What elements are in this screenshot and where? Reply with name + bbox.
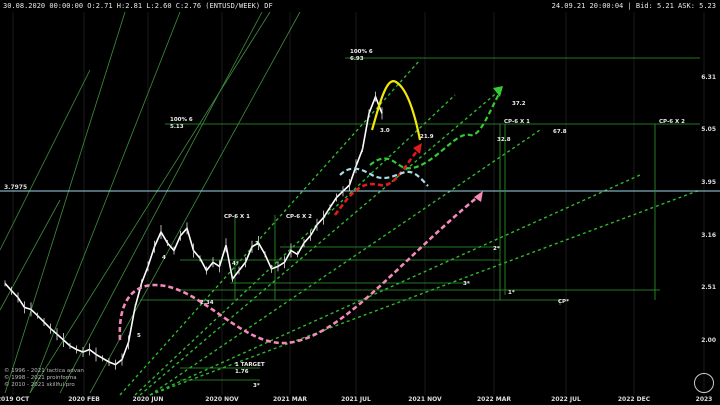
fan-line-7	[149, 129, 541, 396]
annotation-20-value: 1.76	[235, 369, 249, 375]
credit-line-2: © 1998 - 2021 proinforma	[4, 375, 77, 381]
annotation-3: CP-6 X 2	[286, 214, 312, 220]
y-tick-4: 2.51	[701, 284, 716, 291]
y-tick-3: 3.16	[701, 232, 716, 239]
x-tick-1: 2020 FEB	[68, 396, 100, 403]
annotation-17: 4*	[232, 261, 239, 267]
annotation-4: CP-6 X 1	[504, 119, 530, 125]
price-series	[4, 91, 383, 370]
annotation-15: 2.34	[200, 300, 214, 306]
annotation-12: 3*	[463, 281, 470, 287]
annotation-0: 100% 6	[350, 49, 373, 55]
x-tick-9: 2022 DEC	[618, 396, 651, 403]
fan-line-11	[0, 199, 61, 311]
annotation-0-value: 6.93	[350, 56, 364, 62]
x-tick-0: 2019 OCT	[0, 396, 30, 403]
x-tick-5: 2021 JUL	[341, 396, 371, 403]
x-tick-6: 2021 NOV	[408, 396, 442, 403]
fan-lines	[0, 11, 701, 396]
projection-curves	[118, 80, 503, 345]
projection-arrow-green	[493, 86, 503, 97]
price-line-label: 3.7975	[4, 184, 27, 191]
projection-arrow-pink	[474, 191, 483, 202]
projection-curve-0	[370, 80, 422, 141]
annotation-9: 21.9	[420, 134, 434, 140]
credits: © 1996 - 2021 tactica advan © 1998 - 202…	[4, 368, 84, 389]
fan-line-6	[139, 89, 501, 396]
annotation-2: CP-6 X 1	[224, 214, 250, 220]
annotation-11: 2*	[493, 246, 500, 252]
projection-arrow-red	[413, 143, 422, 154]
annotation-21: 3*	[253, 383, 260, 389]
annotation-16: 4	[162, 255, 166, 261]
y-tick-2: 3.95	[701, 179, 716, 186]
fan-line-4	[119, 59, 421, 396]
projection-curve-3	[339, 167, 429, 187]
projection-curve-1	[369, 91, 501, 170]
y-tick-5: 2.00	[701, 337, 716, 344]
credit-line-3: © 2010 - 2021 skillful pro	[4, 382, 75, 388]
annotation-10: 3.0	[380, 128, 390, 134]
annotation-5: CP-6 X 2	[659, 119, 685, 125]
fan-line-0	[4, 11, 126, 394]
x-tick-10: 2023	[696, 396, 713, 403]
chart-header-right: 24.09.21 20:00:04 | Bid: 5.21 ASK: 5.23	[551, 2, 716, 10]
fan-line-9	[149, 189, 701, 396]
annotation-8: 67.8	[553, 129, 567, 135]
fan-line-1	[29, 11, 181, 394]
fan-line-5	[134, 94, 456, 396]
grid	[12, 12, 705, 395]
projection-curve-2	[333, 149, 419, 216]
x-tick-7: 2022 MAR	[477, 396, 511, 403]
x-axis: 2019 OCT 2020 FEB 2020 JUN 2020 NOV 2021 MAR…	[0, 396, 712, 403]
chart-header-left: 30.08.2020 00:00:00 O:2.71 H:2.81 L:2.60…	[3, 2, 273, 10]
credit-line-1: © 1996 - 2021 tactica advan	[4, 368, 84, 374]
fan-line-10	[0, 69, 91, 251]
x-tick-2: 2020 JUN	[133, 396, 164, 403]
y-tick-0: 6.31	[701, 74, 716, 81]
brand-logo-icon	[694, 373, 714, 393]
annotation-14: CP*	[558, 299, 569, 305]
annotation-13: 1*	[508, 290, 515, 296]
annotation-6: 37.2	[512, 101, 526, 107]
fan-line-12	[29, 11, 271, 394]
x-tick-4: 2021 MAR	[273, 396, 307, 403]
cycle-boxes	[0, 57, 720, 381]
x-tick-3: 2020 NOV	[205, 396, 239, 403]
annotation-20: 1 TARGET	[235, 362, 265, 368]
annotation-1: 100% 6	[170, 117, 193, 123]
projection-curve-4	[118, 193, 481, 345]
fan-line-3	[89, 11, 301, 394]
y-tick-1: 5.05	[701, 126, 716, 133]
annotation-1-value: 5.13	[170, 124, 184, 130]
fan-line-2	[59, 11, 263, 394]
x-tick-8: 2022 JUL	[551, 396, 581, 403]
y-axis: 6.31 5.05 3.95 3.16 2.51 2.00 3.7975	[4, 74, 716, 344]
annotation-19: 5	[137, 333, 141, 339]
annotation-7: 32.8	[497, 137, 511, 143]
annotation-18: 2	[255, 241, 259, 247]
